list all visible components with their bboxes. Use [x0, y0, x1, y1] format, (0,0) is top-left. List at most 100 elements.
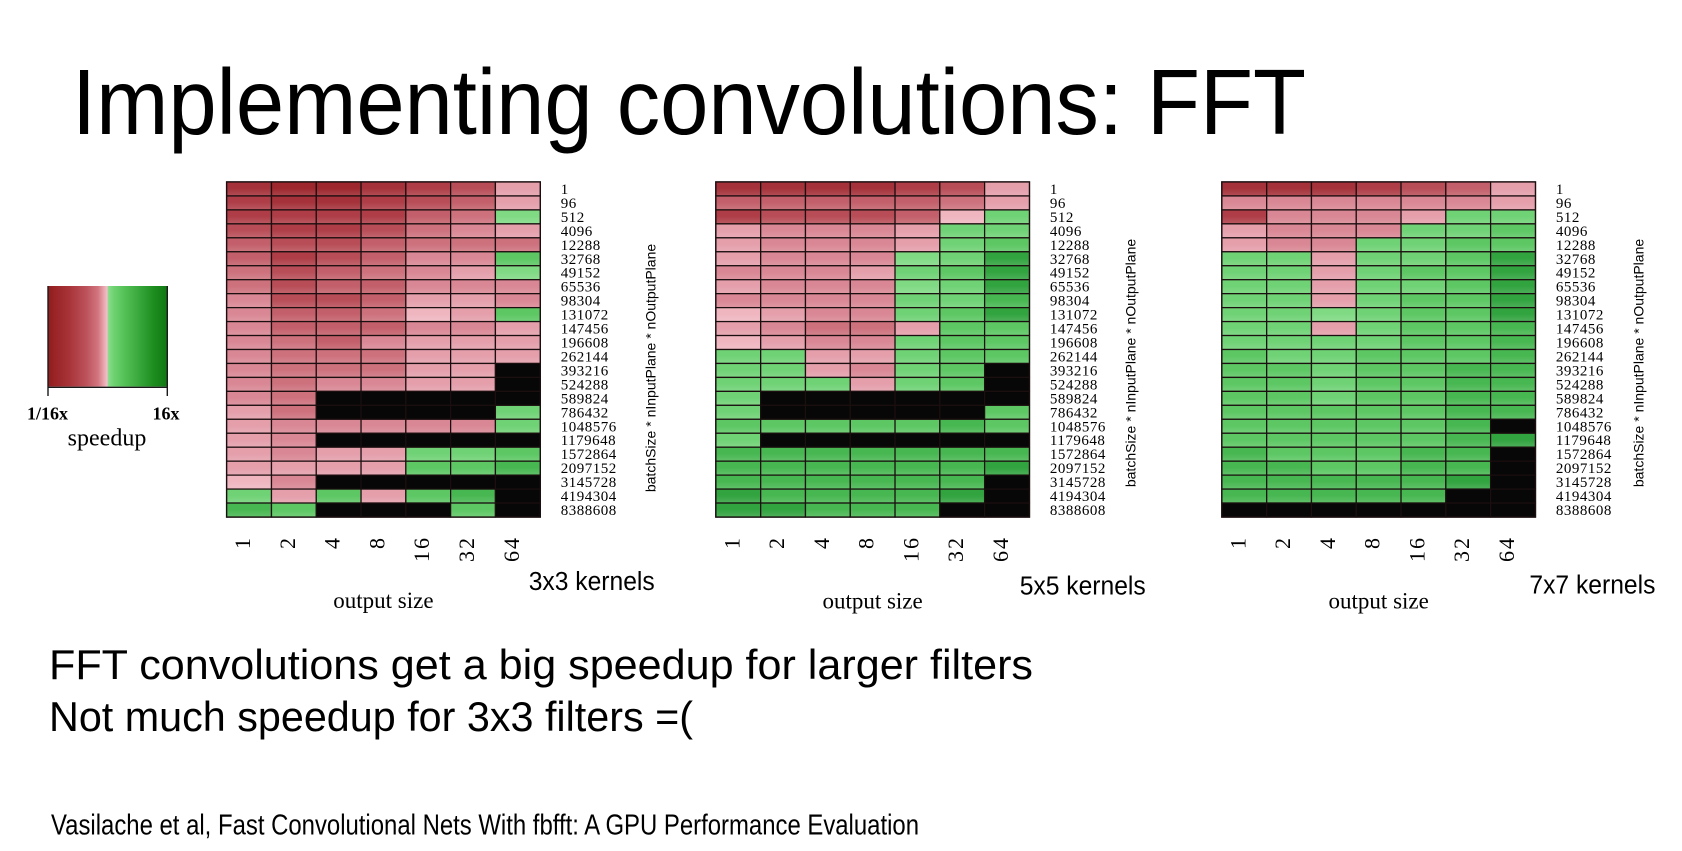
- svg-text:32: 32: [943, 536, 968, 562]
- svg-text:1572864: 1572864: [1556, 447, 1612, 463]
- svg-text:32768: 32768: [1556, 252, 1596, 268]
- svg-text:786432: 786432: [1050, 405, 1098, 421]
- svg-text:1179648: 1179648: [561, 433, 616, 449]
- svg-text:16: 16: [898, 536, 923, 562]
- svg-text:8: 8: [1360, 536, 1385, 549]
- svg-text:65536: 65536: [1050, 280, 1090, 296]
- svg-text:786432: 786432: [1556, 405, 1604, 421]
- svg-text:1048576: 1048576: [1050, 419, 1106, 435]
- svg-text:262144: 262144: [1050, 350, 1098, 366]
- svg-text:262144: 262144: [1556, 350, 1604, 366]
- svg-text:4096: 4096: [561, 224, 593, 240]
- svg-text:1: 1: [561, 182, 569, 198]
- svg-text:131072: 131072: [1556, 308, 1604, 324]
- svg-text:262144: 262144: [561, 350, 609, 366]
- svg-text:1/16x: 1/16x: [27, 404, 68, 424]
- svg-text:output size: output size: [333, 588, 433, 613]
- svg-text:196608: 196608: [561, 336, 609, 352]
- svg-text:8388608: 8388608: [561, 503, 617, 519]
- svg-text:196608: 196608: [1556, 336, 1604, 352]
- svg-text:batchSize * nInputPlane * nOut: batchSize * nInputPlane * nOutputPlane: [1631, 239, 1647, 488]
- svg-text:524288: 524288: [1556, 377, 1604, 393]
- svg-text:32768: 32768: [1050, 252, 1090, 268]
- svg-text:1179648: 1179648: [1050, 433, 1105, 449]
- svg-text:524288: 524288: [1050, 377, 1098, 393]
- svg-text:5x5 kernels: 5x5 kernels: [1020, 570, 1146, 600]
- svg-text:786432: 786432: [561, 405, 609, 421]
- svg-text:589824: 589824: [561, 391, 609, 407]
- svg-text:64: 64: [988, 536, 1013, 562]
- svg-text:4096: 4096: [1050, 224, 1082, 240]
- svg-text:1: 1: [1225, 536, 1250, 549]
- svg-text:12288: 12288: [561, 238, 601, 254]
- svg-text:8: 8: [854, 536, 879, 549]
- svg-text:393216: 393216: [1050, 363, 1098, 379]
- svg-text:4: 4: [1315, 536, 1340, 549]
- svg-text:1048576: 1048576: [1556, 419, 1612, 435]
- svg-text:393216: 393216: [561, 363, 609, 379]
- svg-text:512: 512: [561, 210, 585, 226]
- svg-text:1: 1: [1556, 182, 1564, 198]
- svg-text:output size: output size: [822, 589, 922, 614]
- svg-text:16x: 16x: [153, 404, 180, 424]
- svg-text:65536: 65536: [1556, 280, 1596, 296]
- svg-text:98304: 98304: [561, 294, 601, 310]
- svg-text:12288: 12288: [1050, 238, 1090, 254]
- svg-text:batchSize * nInputPlane * nOut: batchSize * nInputPlane * nOutputPlane: [643, 244, 659, 493]
- svg-text:32: 32: [1449, 536, 1474, 562]
- svg-text:147456: 147456: [561, 322, 609, 338]
- svg-text:589824: 589824: [1556, 391, 1604, 407]
- svg-text:8388608: 8388608: [1050, 503, 1106, 519]
- svg-text:3145728: 3145728: [561, 475, 617, 491]
- svg-text:512: 512: [1556, 210, 1580, 226]
- svg-text:Implementing convolutions: FFT: Implementing convolutions: FFT: [72, 50, 1306, 154]
- svg-text:2: 2: [1270, 536, 1295, 549]
- svg-text:2097152: 2097152: [1556, 461, 1612, 477]
- svg-text:7x7 kernels: 7x7 kernels: [1529, 570, 1655, 600]
- svg-text:3x3 kernels: 3x3 kernels: [529, 566, 655, 596]
- svg-text:2: 2: [275, 536, 300, 549]
- svg-text:196608: 196608: [1050, 336, 1098, 352]
- svg-text:1: 1: [230, 536, 255, 549]
- svg-text:64: 64: [1494, 536, 1519, 562]
- svg-text:4: 4: [809, 536, 834, 549]
- svg-text:8388608: 8388608: [1556, 503, 1612, 519]
- svg-text:1572864: 1572864: [561, 447, 617, 463]
- svg-text:4096: 4096: [1556, 224, 1588, 240]
- svg-text:131072: 131072: [1050, 308, 1098, 324]
- svg-text:3145728: 3145728: [1050, 475, 1106, 491]
- svg-text:524288: 524288: [561, 377, 609, 393]
- svg-text:1048576: 1048576: [561, 419, 617, 435]
- svg-text:batchSize * nInputPlane * nOut: batchSize * nInputPlane * nOutputPlane: [1123, 239, 1139, 488]
- svg-text:2: 2: [764, 536, 789, 549]
- svg-text:2097152: 2097152: [1050, 461, 1106, 477]
- svg-text:49152: 49152: [1050, 266, 1090, 282]
- svg-text:4: 4: [320, 536, 345, 549]
- svg-text:Not much speedup for 3x3 filte: Not much speedup for 3x3 filters =(: [49, 693, 693, 740]
- svg-text:64: 64: [499, 536, 524, 562]
- svg-text:49152: 49152: [561, 266, 601, 282]
- svg-text:147456: 147456: [1556, 322, 1604, 338]
- svg-text:FFT convolutions get a big spe: FFT convolutions get a big speedup for l…: [49, 641, 1033, 688]
- svg-text:32: 32: [454, 536, 479, 562]
- svg-text:1179648: 1179648: [1556, 433, 1611, 449]
- svg-text:output size: output size: [1329, 589, 1429, 614]
- svg-text:1572864: 1572864: [1050, 447, 1106, 463]
- svg-text:131072: 131072: [561, 308, 609, 324]
- svg-text:4194304: 4194304: [1556, 489, 1612, 505]
- svg-text:96: 96: [561, 196, 577, 212]
- svg-text:512: 512: [1050, 210, 1074, 226]
- svg-text:4194304: 4194304: [561, 489, 617, 505]
- svg-text:393216: 393216: [1556, 363, 1604, 379]
- svg-text:98304: 98304: [1050, 294, 1090, 310]
- svg-text:96: 96: [1556, 196, 1572, 212]
- svg-text:speedup: speedup: [68, 426, 147, 452]
- svg-text:8: 8: [364, 536, 389, 549]
- svg-text:147456: 147456: [1050, 322, 1098, 338]
- svg-text:16: 16: [1404, 536, 1429, 562]
- svg-text:4194304: 4194304: [1050, 489, 1106, 505]
- svg-text:589824: 589824: [1050, 391, 1098, 407]
- svg-text:98304: 98304: [1556, 294, 1596, 310]
- svg-text:Vasilache et al, Fast Convolut: Vasilache et al, Fast Convolutional Nets…: [51, 810, 919, 842]
- svg-text:1: 1: [719, 536, 744, 549]
